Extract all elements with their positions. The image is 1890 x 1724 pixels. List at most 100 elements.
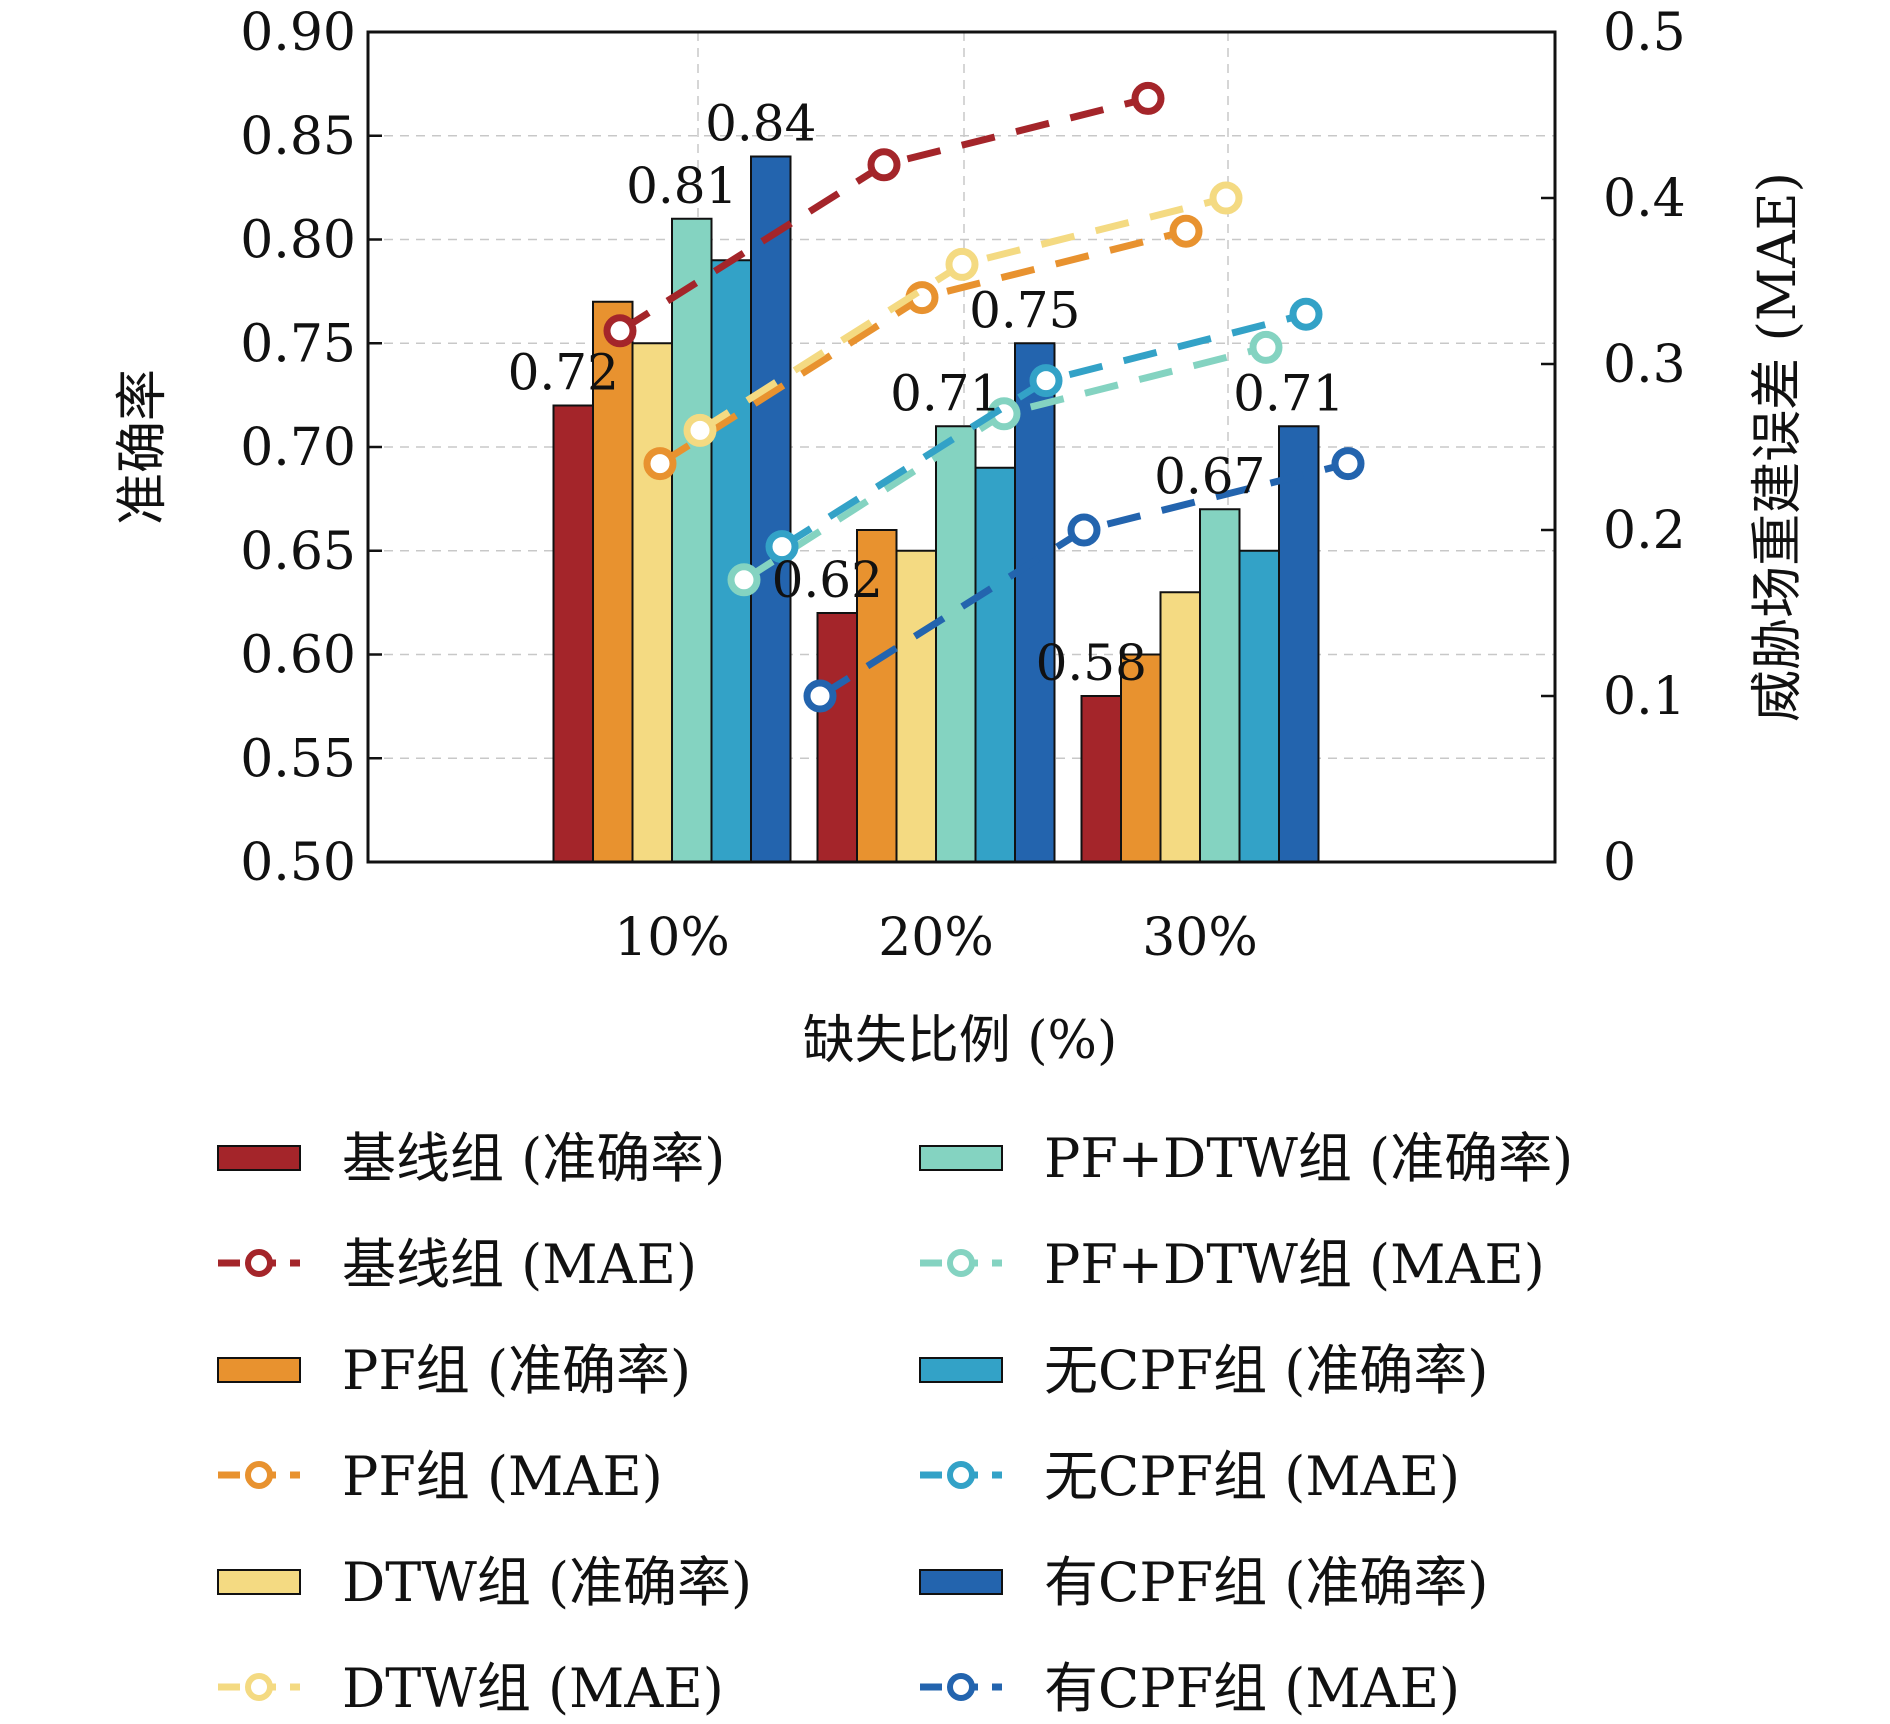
mae-point-series-2-cat-0 [683,413,717,447]
right-tick-label: 0.3 [1603,335,1686,395]
left-tick-label: 0.75 [240,314,356,374]
legend-item: PF+DTW组 (MAE) [920,1233,1545,1296]
x-axis-title: 缺失比例 (%) [803,1011,1118,1071]
left-y-axis-title: 准确率 [113,369,173,525]
mae-point-series-3-cat-0 [727,563,761,597]
bar-series-4-cat-0 [710,259,752,863]
left-tick-label: 0.60 [240,626,356,686]
data-label: 0.71 [1233,364,1344,422]
data-label: 0.81 [626,157,737,215]
mae-point-series-4-cat-1 [1029,364,1063,398]
right-tick-label: 0.5 [1603,3,1686,63]
legend-label: DTW组 (准确率) [342,1551,752,1614]
left-tick-label: 0.55 [240,729,356,789]
legend-bar-swatch [919,1357,1003,1383]
legend-marker [947,1461,975,1489]
left-tick-label: 0.85 [240,107,356,167]
mae-point-series-5-cat-2 [1331,447,1365,481]
bar-series-0-cat-2 [1080,695,1122,863]
legend-label: PF+DTW组 (准确率) [1044,1127,1573,1190]
data-label-group: 0.72 0.810.84 0.62 0.71 0.75 0.58 0.67 0.71 [508,95,1345,693]
data-label: 0.72 [508,344,619,402]
legend-item: PF组 (准确率) [217,1339,691,1402]
left-tick-label: 0.70 [240,418,356,478]
left-tick-label: 0.50 [240,833,356,893]
mae-point-series-3-cat-2 [1249,330,1283,364]
legend-label: 无CPF组 (准确率) [1044,1339,1488,1402]
left-tick-label: 0.65 [240,522,356,582]
axis-ticks-group: 0.50 0.55 0.60 0.65 0.70 0.75 0.80 0.85 0.90 0 0.1… [240,3,1685,968]
x-tick-label: 10% [614,908,730,968]
bar-series-0-cat-1 [816,612,858,863]
right-tick-label: 0.4 [1603,169,1686,229]
bar-series-3-cat-1 [935,425,977,863]
legend-bar-swatch [919,1145,1003,1171]
bar-series-2-cat-1 [895,549,937,863]
right-tick-label: 0.2 [1603,501,1686,561]
legend-bar-swatch [919,1569,1003,1595]
bar-series-5-cat-1 [1014,342,1056,863]
bar-series-1-cat-1 [856,529,898,863]
mae-point-series-0-cat-2 [1131,81,1165,115]
bar-series-4-cat-2 [1238,549,1280,863]
legend-label: 有CPF组 (准确率) [1044,1551,1488,1614]
legend-bar-swatch [217,1569,301,1595]
data-label: 0.67 [1154,447,1265,505]
legend-item: 有CPF组 (MAE) [920,1657,1460,1720]
legend-item: 基线组 (MAE) [218,1233,697,1296]
data-label: 0.71 [890,364,1001,422]
mae-point-series-2-cat-2 [1209,181,1243,215]
left-tick-label: 0.90 [240,3,356,63]
bar-series-0-cat-0 [552,404,594,863]
legend-item: 有CPF组 (准确率) [919,1551,1488,1614]
mae-point-series-4-cat-0 [765,530,799,564]
right-tick-label: 0.1 [1603,667,1686,727]
bar-series-3-cat-2 [1199,508,1241,863]
legend-marker [245,1249,273,1277]
bar-series-2-cat-0 [631,342,673,863]
legend-label: 基线组 (MAE) [342,1233,697,1296]
legend-label: 无CPF组 (MAE) [1044,1445,1460,1508]
legend-marker [947,1673,975,1701]
legend-item: DTW组 (准确率) [217,1551,752,1614]
legend-marker [947,1249,975,1277]
bar-series-3-cat-0 [671,217,713,863]
data-label: 0.62 [772,551,883,609]
legend-item: 无CPF组 (准确率) [919,1339,1488,1402]
bar-series-5-cat-0 [750,155,792,863]
data-label: 0.58 [1036,634,1147,692]
legend: 基线组 (准确率) PF+DTW组 (准确率) 基线组 (MAE) PF+DTW组 (… [217,1127,1573,1720]
bar-series-4-cat-1 [974,466,1016,863]
legend-item: 基线组 (准确率) [217,1127,725,1190]
legend-bar-swatch [217,1357,301,1383]
mae-point-series-1-cat-0 [643,447,677,481]
data-label: 0.84 [705,95,816,153]
legend-label: DTW组 (MAE) [342,1657,724,1720]
right-tick-label: 0 [1603,833,1636,893]
legend-marker [245,1461,273,1489]
left-tick-label: 0.80 [240,211,356,271]
mae-point-series-5-cat-0 [803,679,837,713]
legend-label: 基线组 (准确率) [342,1127,725,1190]
legend-item: PF组 (MAE) [218,1445,663,1508]
legend-label: PF组 (MAE) [342,1445,663,1508]
data-label: 0.75 [969,281,1080,339]
bar-series-group [552,155,1320,863]
line-series-group [603,81,1365,713]
mae-point-series-5-cat-1 [1067,513,1101,547]
legend-bar-swatch [217,1145,301,1171]
bar-series-2-cat-2 [1159,591,1201,863]
legend-label: PF+DTW组 (MAE) [1044,1233,1545,1296]
x-tick-label: 20% [878,908,994,968]
mae-point-series-1-cat-2 [1169,214,1203,248]
mae-point-series-0-cat-1 [867,148,901,182]
bar-series-5-cat-2 [1278,425,1320,863]
legend-label: PF组 (准确率) [342,1339,691,1402]
legend-item: 无CPF组 (MAE) [920,1445,1460,1508]
mae-point-series-0-cat-0 [603,314,637,348]
bar-series-1-cat-2 [1120,653,1162,863]
mae-point-series-4-cat-2 [1289,297,1323,331]
right-y-axis-title: 威胁场重建误差 (MAE) [1748,172,1808,722]
legend-marker [245,1673,273,1701]
